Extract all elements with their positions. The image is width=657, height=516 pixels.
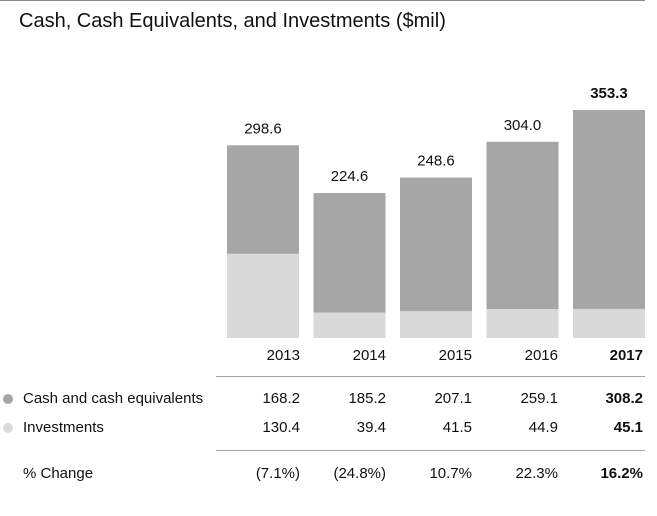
table-cell: 207.1 xyxy=(434,390,472,407)
table-cell: 45.1 xyxy=(613,419,643,436)
bar-cash-2014 xyxy=(313,193,386,313)
year-label: 2014 xyxy=(352,347,386,364)
table-row-pct-change: % Change (7.1%) (24.8%) 10.7% 22.3% 16.2… xyxy=(0,464,657,484)
year-header-row: 2013 2014 2015 2016 2017 xyxy=(0,346,657,366)
total-label-2013: 298.6 xyxy=(244,120,282,137)
table-cell: 168.2 xyxy=(262,390,300,407)
table-cell: 308.2 xyxy=(605,390,643,407)
table-cell: 41.5 xyxy=(442,419,472,436)
table-cell: (24.8%) xyxy=(333,465,386,482)
table-cell: 44.9 xyxy=(528,419,558,436)
total-label-2016: 304.0 xyxy=(504,117,542,134)
table-row-cash: Cash and cash equivalents 168.2 185.2 20… xyxy=(0,389,657,409)
table-cell: 16.2% xyxy=(600,465,643,482)
table-divider xyxy=(216,376,645,377)
bar-investments-2014 xyxy=(313,312,386,338)
bar-investments-2015 xyxy=(400,311,472,338)
bar-cash-2017 xyxy=(573,110,645,309)
bar-investments-2016 xyxy=(486,309,559,338)
bar-investments-2013 xyxy=(227,253,299,338)
table-row-investments: Investments 130.4 39.4 41.5 44.9 45.1 xyxy=(0,418,657,438)
table-cell: (7.1%) xyxy=(255,465,300,482)
row-label: Cash and cash equivalents xyxy=(23,390,204,407)
top-divider xyxy=(0,0,645,1)
table-divider xyxy=(216,450,645,451)
year-label: 2016 xyxy=(524,347,558,364)
bar-cash-2015 xyxy=(400,177,472,312)
bar-cash-2016 xyxy=(486,141,559,310)
table-cell: 259.1 xyxy=(520,390,558,407)
table-cell: 185.2 xyxy=(348,390,386,407)
row-label: Investments xyxy=(23,419,104,436)
table-cell: 130.4 xyxy=(262,419,300,436)
bar-cash-2013 xyxy=(227,145,299,254)
row-label: % Change xyxy=(23,465,94,482)
bar-chart: 298.6 224.6 248.6 304.0 353.3 xyxy=(227,85,645,338)
legend-swatch-investments xyxy=(3,423,13,433)
total-label-2014: 224.6 xyxy=(331,168,369,185)
year-label: 2017 xyxy=(609,347,643,364)
chart-title: Cash, Cash Equivalents, and Investments … xyxy=(19,10,446,32)
table-cell: 39.4 xyxy=(356,419,386,436)
legend-swatch-cash xyxy=(3,394,13,404)
total-label-2017: 353.3 xyxy=(590,85,628,102)
year-label: 2013 xyxy=(266,347,300,364)
table-cell: 22.3% xyxy=(515,465,558,482)
bar-investments-2017 xyxy=(573,308,645,338)
table-cell: 10.7% xyxy=(429,465,472,482)
year-label: 2015 xyxy=(438,347,472,364)
total-label-2015: 248.6 xyxy=(417,153,455,170)
